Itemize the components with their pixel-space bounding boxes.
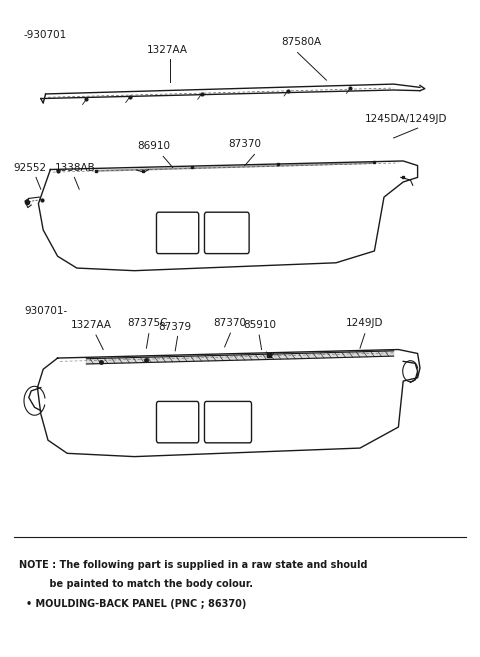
Text: 1327AA: 1327AA [146,45,187,55]
Text: 1338AB: 1338AB [55,163,96,173]
Text: 87370: 87370 [213,319,246,328]
Text: be painted to match the body colour.: be painted to match the body colour. [19,579,253,589]
Text: 87370: 87370 [228,139,262,149]
Polygon shape [86,351,394,364]
Text: 1245DA/1249JD: 1245DA/1249JD [365,114,447,124]
Text: • MOULDING-BACK PANEL (PNC ; 86370): • MOULDING-BACK PANEL (PNC ; 86370) [26,599,247,609]
Text: NOTE : The following part is supplied in a raw state and should: NOTE : The following part is supplied in… [19,560,368,570]
Text: 1249JD: 1249JD [346,319,383,328]
Text: 930701-: 930701- [24,306,67,315]
Text: 1327AA: 1327AA [71,320,112,330]
Text: 85910: 85910 [243,320,276,330]
Text: 86910: 86910 [137,141,170,151]
Text: 92552: 92552 [13,163,47,173]
Text: 87580A: 87580A [281,37,321,47]
Text: 87379: 87379 [158,322,192,332]
Text: 87375C: 87375C [127,319,168,328]
Text: -930701: -930701 [24,30,67,39]
